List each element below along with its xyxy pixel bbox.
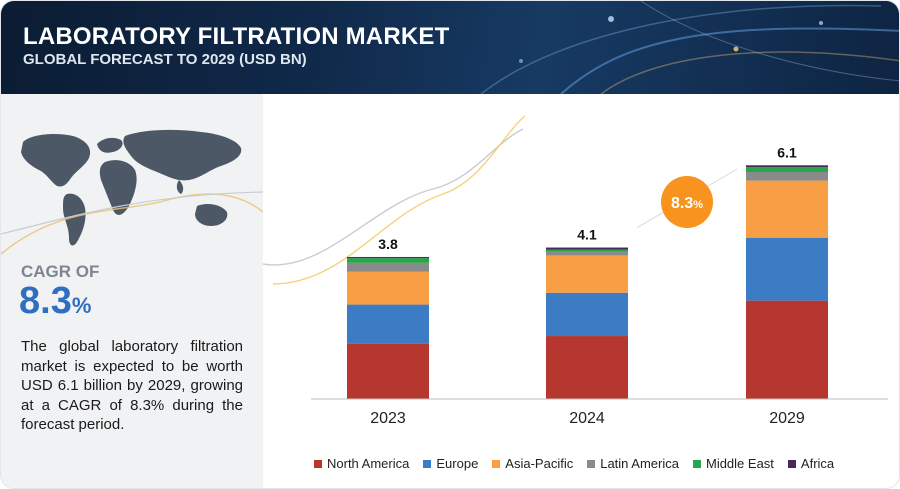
legend-swatch (787, 459, 796, 468)
chart-area: 3.8 2023 4.1 2024 6.1 2029 8.3% (263, 94, 899, 488)
legend-swatch (423, 459, 432, 468)
fiber-optic-background (480, 1, 899, 94)
cagr-label: CAGR OF (21, 262, 100, 281)
cagr-percent-sign: % (71, 293, 92, 318)
bar-segment-2029-africa (746, 165, 828, 168)
legend-swatch (587, 459, 596, 468)
legend-label: Africa (800, 456, 835, 471)
legend-item-africa: Africa (787, 456, 835, 471)
x-tick-label-2024: 2024 (569, 410, 605, 427)
legend-label: Asia-Pacific (505, 456, 574, 471)
bar-segment-2029-latin-america (746, 171, 828, 181)
bar-segment-2023-europe (347, 304, 429, 344)
legend-swatch (692, 459, 701, 468)
x-tick-label-2023: 2023 (370, 410, 406, 427)
bar-segment-2023-middle-east (347, 258, 429, 263)
cagr-badge-number: 8.3 (671, 195, 693, 212)
total-label-2023: 3.8 (378, 236, 398, 252)
bar-segment-2029-europe (746, 237, 828, 301)
legend-item-middle-east: Middle East (692, 456, 774, 471)
bar-segment-2024-north-america (546, 336, 628, 399)
stacked-bar-chart: 3.8 2023 4.1 2024 6.1 2029 8.3% (263, 115, 888, 427)
legend-swatch (314, 459, 322, 468)
chart-legend: North America Europe Asia-Pacific Latin Ame… (314, 456, 834, 471)
bar-segment-2024-europe (546, 292, 628, 337)
cagr-badge-percent: % (693, 199, 703, 211)
bar-segment-2023-latin-america (347, 262, 429, 272)
legend-label: Middle East (705, 456, 774, 471)
bar-segment-2029-north-america (746, 300, 828, 399)
legend-label: North America (327, 456, 410, 471)
page-subtitle: GLOBAL FORECAST TO 2029 (USD BN) (23, 51, 307, 68)
legend-item-north-america: North America (314, 456, 409, 471)
legend-item-europe: Europe (423, 456, 478, 471)
page-title: LABORATORY FILTRATION MARKET (23, 23, 450, 50)
total-label-2029: 6.1 (777, 144, 797, 160)
cagr-badge: 8.3% (661, 176, 713, 228)
bar-segment-2029-asia-pacific (746, 180, 828, 238)
legend-swatch (492, 459, 501, 468)
bar-segment-2024-asia-pacific (546, 255, 628, 293)
bar-segment-2024-latin-america (546, 251, 628, 256)
header-banner: LABORATORY FILTRATION MARKET GLOBAL FORE… (1, 1, 899, 94)
summary-panel: CAGR OF 8.3% The global laboratory filtr… (1, 94, 263, 488)
bar-segment-2023-asia-pacific (347, 271, 429, 305)
cagr-number: 8.3 (19, 280, 72, 322)
legend-label: Europe (436, 456, 479, 471)
bar-segment-2029-middle-east (746, 167, 828, 172)
bar-segment-2024-africa (546, 247, 628, 250)
decorative-curve (1, 191, 263, 255)
decorative-gold-curve (272, 115, 526, 285)
cagr-badge-circle (661, 176, 713, 228)
decorative-gray-curve (263, 128, 524, 266)
bar-segment-2024-middle-east (546, 249, 628, 252)
cagr-value: 8.3% (19, 280, 91, 323)
legend-item-latin-america: Latin America (587, 456, 679, 471)
bar-segment-2023-north-america (347, 343, 429, 399)
bar-segment-2023-africa (347, 256, 429, 259)
legend-label: Latin America (600, 456, 679, 471)
svg-text:8.3%: 8.3% (671, 195, 703, 212)
world-map-icon (21, 129, 242, 246)
market-description: The global laboratory filtration market … (21, 338, 243, 433)
legend-item-asia-pacific: Asia-Pacific (492, 456, 573, 471)
total-label-2024: 4.1 (577, 227, 597, 243)
x-tick-label-2029: 2029 (769, 410, 805, 427)
